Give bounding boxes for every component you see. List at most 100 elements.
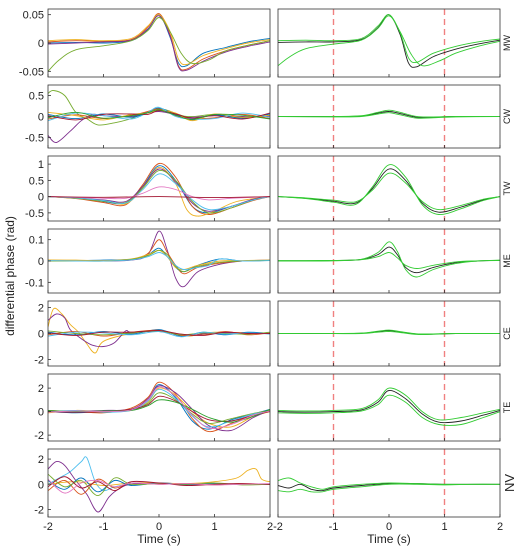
y-tick-label: 2 [38,303,44,315]
y-tick-label: -2 [34,355,44,367]
x-axis-label-left: Time (s) [137,532,181,546]
panel-frame [277,373,501,442]
x-tick-label: 1 [211,521,217,533]
series-line-6 [48,173,270,211]
series-line-2 [48,461,270,513]
row-label-tw: TW [502,181,512,195]
series-line-7 [48,186,270,201]
series-line-5 [48,169,270,214]
panel-me-right: ME [277,228,512,294]
panel-mw-right: MW [277,8,512,78]
x-tick-label: 0 [386,521,392,533]
series-line-3 [278,112,500,119]
series-line-4 [48,385,270,432]
x-axis-label-right: Time (s) [367,532,411,546]
x-tick-label: -2 [43,521,53,533]
y-tick-label: 0 [38,407,44,419]
series-line-2 [278,477,500,490]
series-line-2 [48,13,270,71]
y-tick-label: -2 [34,504,44,516]
series-line-6 [48,331,270,338]
y-tick-label: 2 [38,454,44,466]
y-tick-label: -0.5 [25,133,44,145]
y-tick-label: -0.5 [25,208,44,220]
panel-ce-left: -2 0 2 [34,300,271,367]
series-line-3 [48,14,270,66]
row-label-ce: CE [502,327,512,340]
series-line-1 [278,168,500,213]
x-tick-label: 2 [497,521,503,533]
y-tick-label: 0.5 [29,175,44,187]
series-group [48,307,270,354]
series-group [48,162,270,217]
panel-frame [277,8,501,78]
series-line-7 [48,110,270,121]
y-tick-label: 1 [38,159,44,171]
series-line-6 [48,252,270,271]
series-line-8 [48,399,270,423]
series-line-8 [48,196,270,199]
panel-frame [47,373,271,442]
y-tick-label: -2 [34,430,44,442]
series-group [48,381,270,433]
series-line-5 [48,17,270,72]
series-line-6 [48,106,270,122]
y-tick-label: 0.5 [29,91,44,103]
panel-cw-left: -0.5 0 0.5 [25,84,271,149]
y-axis-label: differential phase (rad) [3,216,17,336]
panel-tw-right: TW [277,155,512,222]
series-line-4 [48,15,270,72]
series-line-2 [278,109,500,118]
series-group [48,230,270,288]
row-label-te: TE [502,402,512,414]
panels-group: -0.05 0 0.05 MW -0.5 0 0.5 CW -0.5 0 0.5 1 TW -0.1 0 0.… [19,8,517,533]
series-line-1 [48,456,270,492]
panel-mw-left: -0.05 0 0.05 [19,8,271,78]
y-tick-label: -0.05 [19,66,44,78]
series-group [48,13,270,72]
panel-tw-left: -0.5 0 0.5 1 [25,155,271,222]
panel-nv-left: -2 0 2 -2 -1 0 1 2 [34,448,273,533]
panel-cw-right: CW [277,84,512,149]
row-label-me: ME [502,254,512,268]
series-line-3 [278,252,500,269]
series-line-3 [48,166,270,217]
series-line-8 [48,109,270,120]
series-line-3 [278,172,500,211]
series-line-3 [48,468,270,486]
series-line-3 [48,239,270,275]
series-group [278,164,500,215]
panel-ce-right: CE [277,300,512,367]
series-line-1 [278,246,500,274]
series-group [278,387,500,426]
y-tick-label: 0.1 [29,235,44,247]
series-group [48,456,270,513]
panel-nv-right: NV -2 -1 0 1 2 [273,448,517,533]
series-line-7 [48,476,270,492]
series-line-9 [48,386,270,429]
series-line-2 [278,15,500,67]
series-line-3 [278,330,500,335]
series-line-3 [278,483,500,493]
x-tick-label: 0 [156,521,162,533]
series-line-2 [278,164,500,215]
series-line-7 [48,330,270,336]
series-line-6 [48,473,270,497]
y-tick-label: -0.1 [25,277,44,289]
row-label-cw: CW [502,109,512,124]
series-line-1 [278,390,500,424]
panel-frame [277,155,501,222]
series-group [48,90,270,143]
row-label-mw: MW [502,35,512,51]
y-tick-label: 2 [38,383,44,395]
series-line-2 [278,387,500,421]
series-group [278,329,500,335]
panel-me-left: -0.1 0 0.1 [25,228,271,294]
series-group [278,241,500,278]
x-tick-label: 1 [441,521,447,533]
series-line-8 [48,478,270,494]
panel-te-right: TE [277,373,512,442]
y-tick-label: 0 [38,479,44,491]
series-line-4 [48,249,270,271]
